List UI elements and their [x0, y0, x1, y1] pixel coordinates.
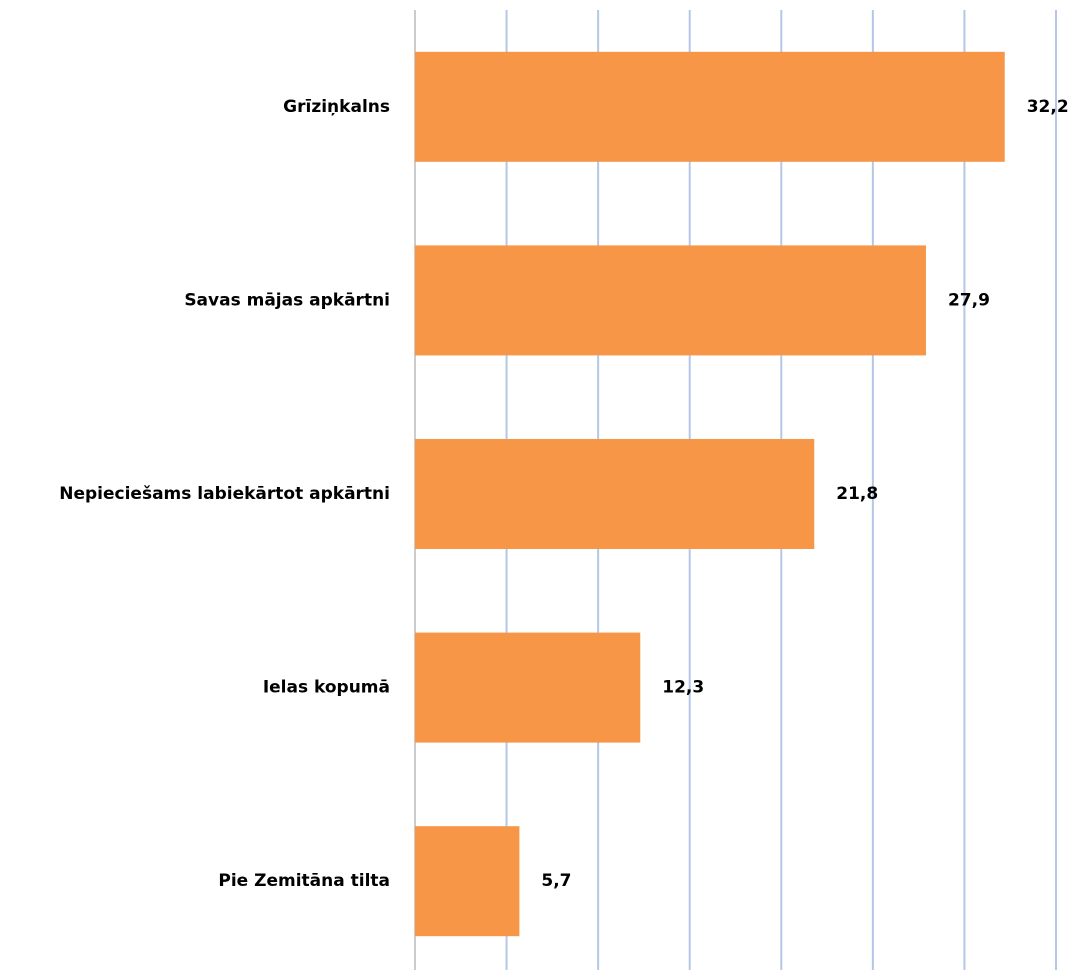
bar: [415, 439, 815, 549]
data-label: 27,9: [948, 290, 990, 310]
y-tick-label: Grīziņkalns: [283, 97, 390, 117]
data-label: 32,2: [1027, 97, 1069, 117]
y-tick-label: Nepieciešams labiekārtot apkārtni: [59, 484, 390, 504]
bar: [415, 826, 520, 937]
bar: [415, 632, 641, 743]
bar: [415, 51, 1005, 162]
data-label: 5,7: [541, 871, 571, 891]
data-label: 21,8: [836, 484, 878, 504]
y-tick-label: Pie Zemitāna tilta: [218, 871, 390, 891]
y-tick-label: Savas mājas apkārtni: [184, 290, 390, 310]
bar: [415, 245, 926, 356]
y-tick-label: Ielas kopumā: [263, 678, 390, 698]
data-label: 12,3: [662, 678, 704, 698]
